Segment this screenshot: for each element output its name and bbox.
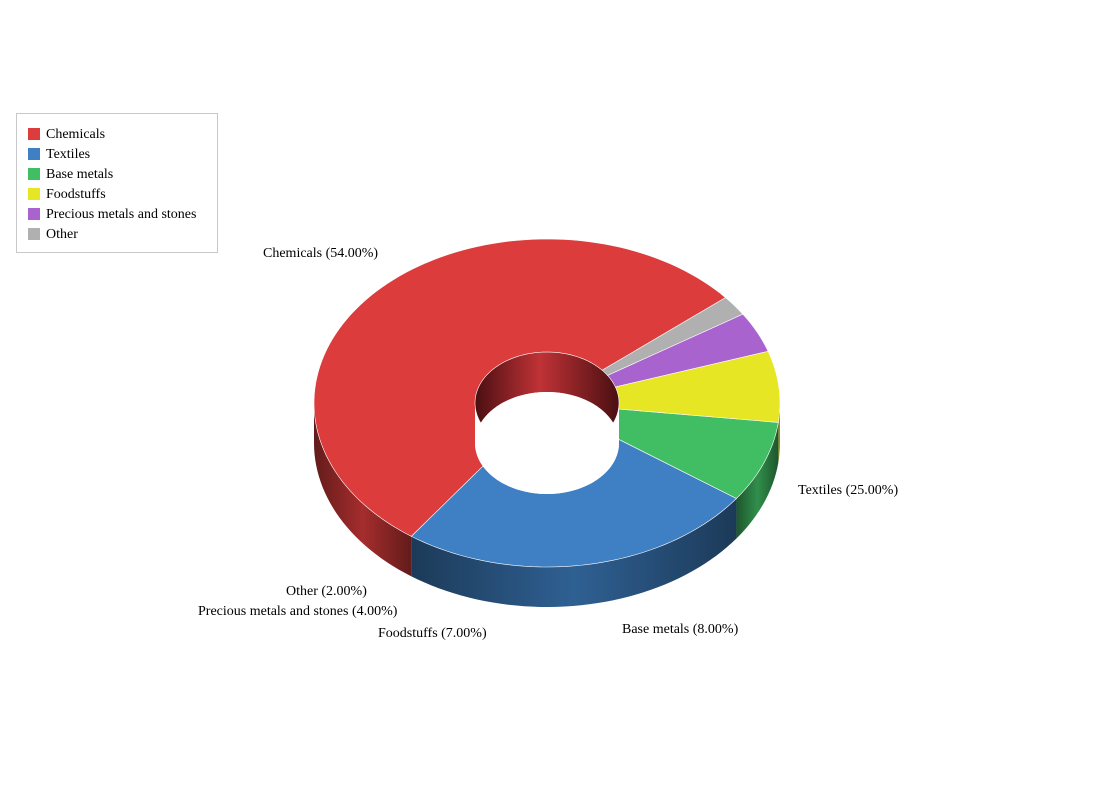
slice-precious-metals[interactable] [607, 313, 769, 388]
donut-hole-wall [475, 352, 619, 443]
slice-side-base-metals [736, 422, 779, 539]
legend-swatch-precious-metals [28, 208, 40, 220]
slice-label-precious-metals: Precious metals and stones (4.00%) [198, 604, 398, 619]
legend-item-chemicals[interactable]: Chemicals [17, 127, 217, 147]
legend-swatch-textiles [28, 148, 40, 160]
legend-swatch-foodstuffs [28, 188, 40, 200]
legend-item-foodstuffs[interactable]: Foodstuffs [17, 187, 217, 207]
legend-item-base-metals[interactable]: Base metals [17, 167, 217, 187]
legend-label-other: Other [46, 227, 78, 242]
chart-legend: Chemicals Textiles Base metals Foodstuff… [16, 113, 218, 253]
legend-label-textiles: Textiles [46, 147, 91, 162]
slice-label-base-metals: Base metals (8.00%) [622, 622, 739, 637]
legend-item-other[interactable]: Other [17, 227, 217, 247]
legend-swatch-base-metals [28, 168, 40, 180]
legend-swatch-other [28, 228, 40, 240]
legend-label-foodstuffs: Foodstuffs [46, 187, 106, 202]
slice-label-foodstuffs: Foodstuffs (7.00%) [378, 626, 487, 641]
legend-item-precious-metals[interactable]: Precious metals and stones [17, 207, 217, 227]
donut-hole-opening [475, 392, 619, 494]
slice-other[interactable] [601, 297, 744, 376]
slice-label-other: Other (2.00%) [286, 584, 367, 599]
slice-side-foodstuffs [778, 403, 780, 463]
legend-label-base-metals: Base metals [46, 167, 114, 182]
slice-label-textiles: Textiles (25.00%) [798, 483, 898, 498]
legend-item-textiles[interactable]: Textiles [17, 147, 217, 167]
legend-label-precious-metals: Precious metals and stones [46, 207, 197, 222]
slice-side-textiles [411, 498, 737, 607]
slice-label-chemicals: Chemicals (54.00%) [263, 246, 378, 261]
legend-swatch-chemicals [28, 128, 40, 140]
slice-side-chemicals [314, 403, 412, 577]
legend-label-chemicals: Chemicals [46, 127, 106, 142]
